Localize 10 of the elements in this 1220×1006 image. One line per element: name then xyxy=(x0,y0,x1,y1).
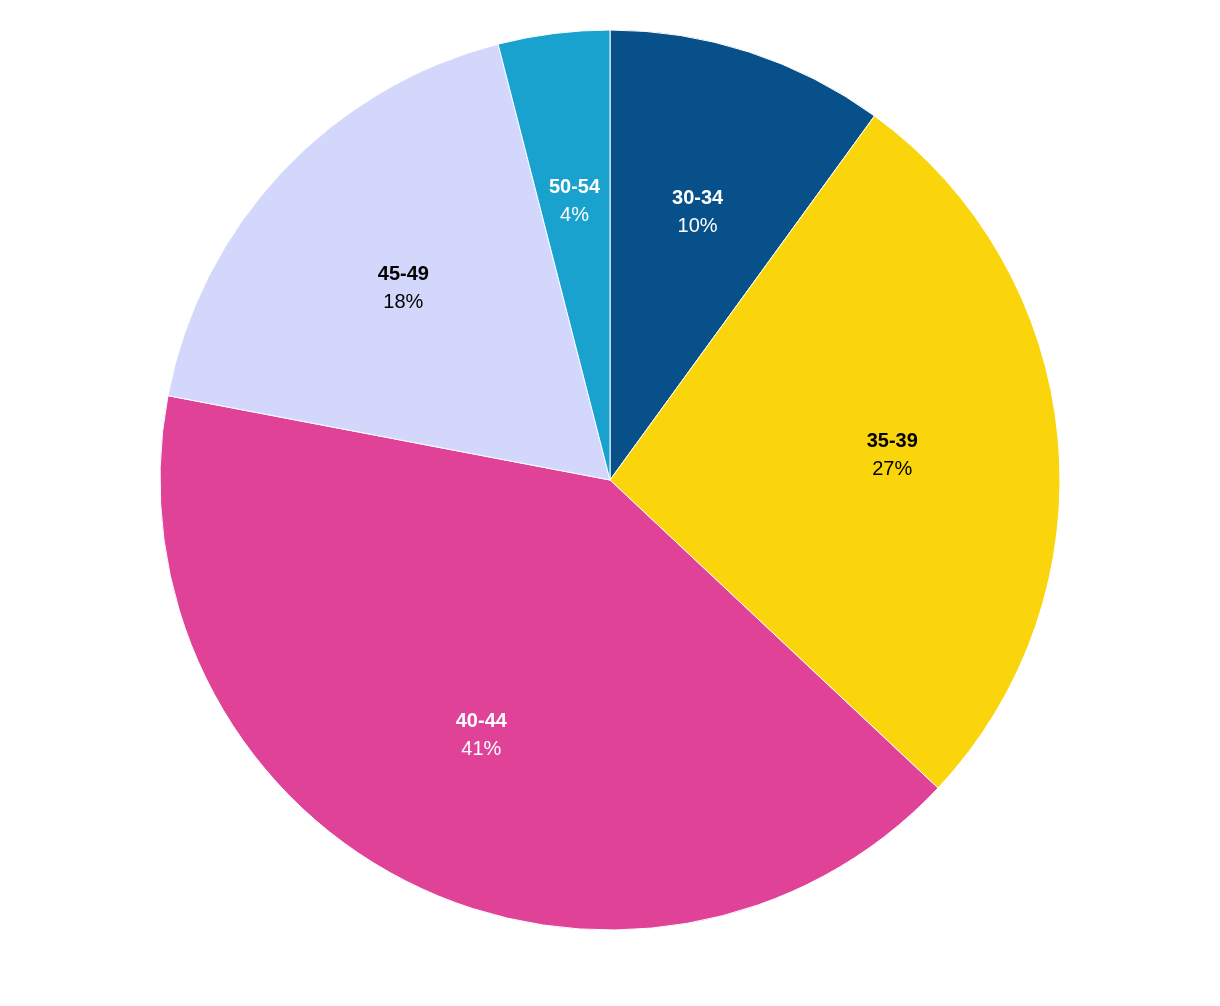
slice-label: 35-39 xyxy=(866,429,918,452)
slice-label: 50-54 xyxy=(548,174,601,197)
data-label: 27% xyxy=(872,457,913,480)
slice-label: 45-49 xyxy=(377,261,429,284)
data-label: 18% xyxy=(383,289,424,312)
data-label: 4% xyxy=(560,202,590,225)
slice-label: 30-34 xyxy=(672,186,725,209)
data-label: 41% xyxy=(461,736,502,759)
slice-label: 40-44 xyxy=(455,708,508,731)
data-label: 10% xyxy=(677,214,718,237)
